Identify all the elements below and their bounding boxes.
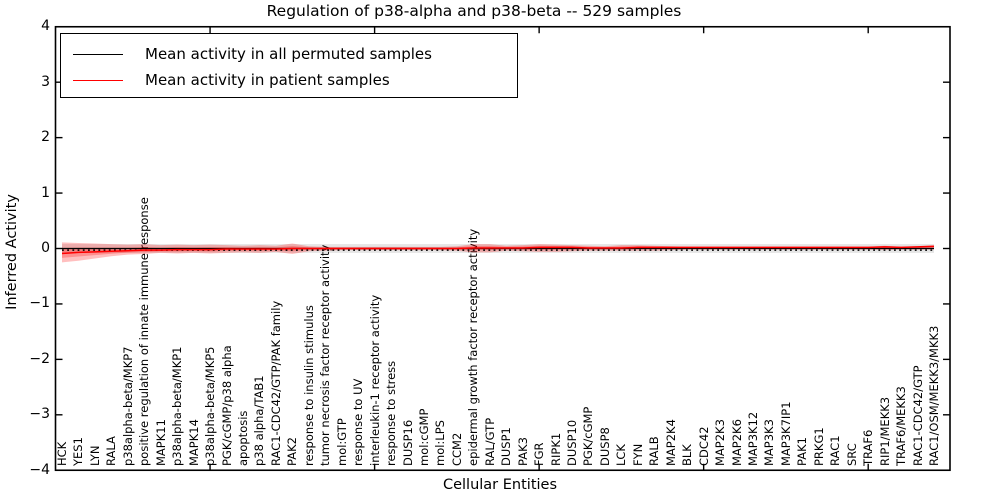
- x-tick-label: RIP1/MEKK3: [877, 396, 892, 466]
- x-tick-label: CDC42: [696, 426, 711, 466]
- x-tick-label: response to UV: [351, 378, 366, 466]
- x-tick-label: SRC: [844, 443, 859, 466]
- x-tick-label: FYN: [630, 443, 645, 466]
- x-tick-label: PGK/cGMP/p38 alpha: [219, 345, 234, 466]
- y-tick-label: 2: [41, 129, 50, 146]
- y-tick-label: −2: [29, 350, 50, 367]
- x-tick-label: p38 alpha/TAB1: [252, 375, 267, 466]
- x-tick-label: MAP2K4: [663, 419, 678, 466]
- x-tick-label: MAP2K6: [729, 419, 744, 466]
- legend-label-patient: Mean activity in patient samples: [145, 71, 390, 89]
- x-tick-label: MAP3K7IP1: [778, 401, 793, 466]
- x-tick-label: mol:LPS: [433, 420, 448, 466]
- x-tick-label: MAP3K3: [762, 419, 777, 466]
- x-tick-label: CCM2: [449, 432, 464, 466]
- x-tick-label: interleukin-1 receptor activity: [367, 294, 382, 466]
- legend-line-patient: [73, 79, 123, 81]
- x-tick-label: TRAF6/MEKK3: [894, 386, 909, 466]
- x-tick-label: RALB: [647, 436, 662, 466]
- legend-entry-permuted: Mean activity in all permuted samples: [73, 41, 517, 67]
- y-tick-label: −1: [29, 295, 50, 312]
- legend-line-permuted: [73, 53, 123, 55]
- x-tick-label: PAK3: [515, 437, 530, 466]
- chart-title: Regulation of p38-alpha and p38-beta -- …: [266, 2, 682, 20]
- x-tick-label: MAPK14: [186, 419, 201, 466]
- x-tick-label: DUSP1: [499, 427, 514, 466]
- y-tick-label: 0: [41, 240, 50, 256]
- x-tick-label: response to stress: [384, 360, 399, 466]
- y-tick-label: 4: [41, 18, 50, 35]
- x-axis-label: Cellular Entities: [442, 477, 558, 493]
- x-tick-label: YES1: [71, 437, 86, 466]
- x-tick-label: DUSP10: [565, 419, 580, 466]
- x-tick-label: BLK: [680, 444, 695, 466]
- x-tick-label: PGK/cGMP: [581, 406, 596, 466]
- x-tick-label: DUSP8: [597, 427, 612, 466]
- legend-label-permuted: Mean activity in all permuted samples: [145, 45, 432, 63]
- x-tick-label: RALA: [104, 436, 119, 466]
- x-tick-label: RAC1/OSM/MEKK3/MKK3: [927, 325, 941, 466]
- patient-band-outer: [62, 242, 934, 263]
- x-tick-label: mol:GTP: [334, 418, 349, 466]
- x-tick-label: RAC1-CDC42/GTP/PAK family: [268, 300, 283, 466]
- patient-mean-line: [61, 245, 935, 255]
- x-tick-label: PAK1: [795, 437, 810, 466]
- x-tick-label: DUSP16: [400, 419, 415, 466]
- y-tick-label: −3: [29, 406, 50, 423]
- x-tick-label: response to insulin stimulus: [301, 305, 316, 466]
- x-tick-label: p38alpha-beta/MKP7: [120, 346, 135, 466]
- x-tick-label: apoptosis: [235, 410, 250, 466]
- x-tick-label: tumor necrosis factor receptor activity: [318, 244, 333, 466]
- x-tick-label: PRKG1: [811, 427, 826, 466]
- x-tick-label: p38alpha-beta/MKP5: [203, 346, 218, 466]
- x-tick-label: positive regulation of innate immune res…: [137, 197, 152, 466]
- legend-entry-patient: Mean activity in patient samples: [73, 67, 517, 93]
- x-tick-label: LYN: [87, 445, 102, 466]
- legend: Mean activity in all permuted samples Me…: [60, 33, 518, 98]
- y-tick-label: −4: [29, 461, 50, 478]
- x-tick-label: MAPK11: [153, 419, 168, 466]
- x-tick-label: RAL/GTP: [482, 417, 497, 466]
- x-tick-label: LCK: [614, 444, 629, 466]
- x-tick-label: PAK2: [285, 437, 300, 466]
- x-tick-label: mol:cGMP: [416, 408, 431, 466]
- x-tick-label: MAP3K12: [746, 411, 761, 466]
- x-tick-label: HCK: [55, 441, 69, 466]
- x-tick-label: RAC1: [828, 435, 843, 466]
- x-tick-label: TRAF6: [861, 429, 876, 466]
- y-tick-label: 3: [41, 73, 50, 90]
- x-tick-label: p38alpha-beta/MKP1: [170, 346, 185, 466]
- x-tick-label: MAP2K3: [713, 419, 728, 466]
- y-tick-label: 1: [41, 184, 50, 201]
- patient-band-inner: [62, 245, 934, 258]
- x-tick-label: FGR: [532, 442, 547, 466]
- permuted-band: [62, 244, 934, 253]
- x-tick-label: epidermal growth factor receptor activit…: [466, 228, 481, 466]
- x-tick-label: RAC1-CDC42/GTP: [910, 365, 925, 466]
- x-tick-label: RIPK1: [548, 432, 563, 466]
